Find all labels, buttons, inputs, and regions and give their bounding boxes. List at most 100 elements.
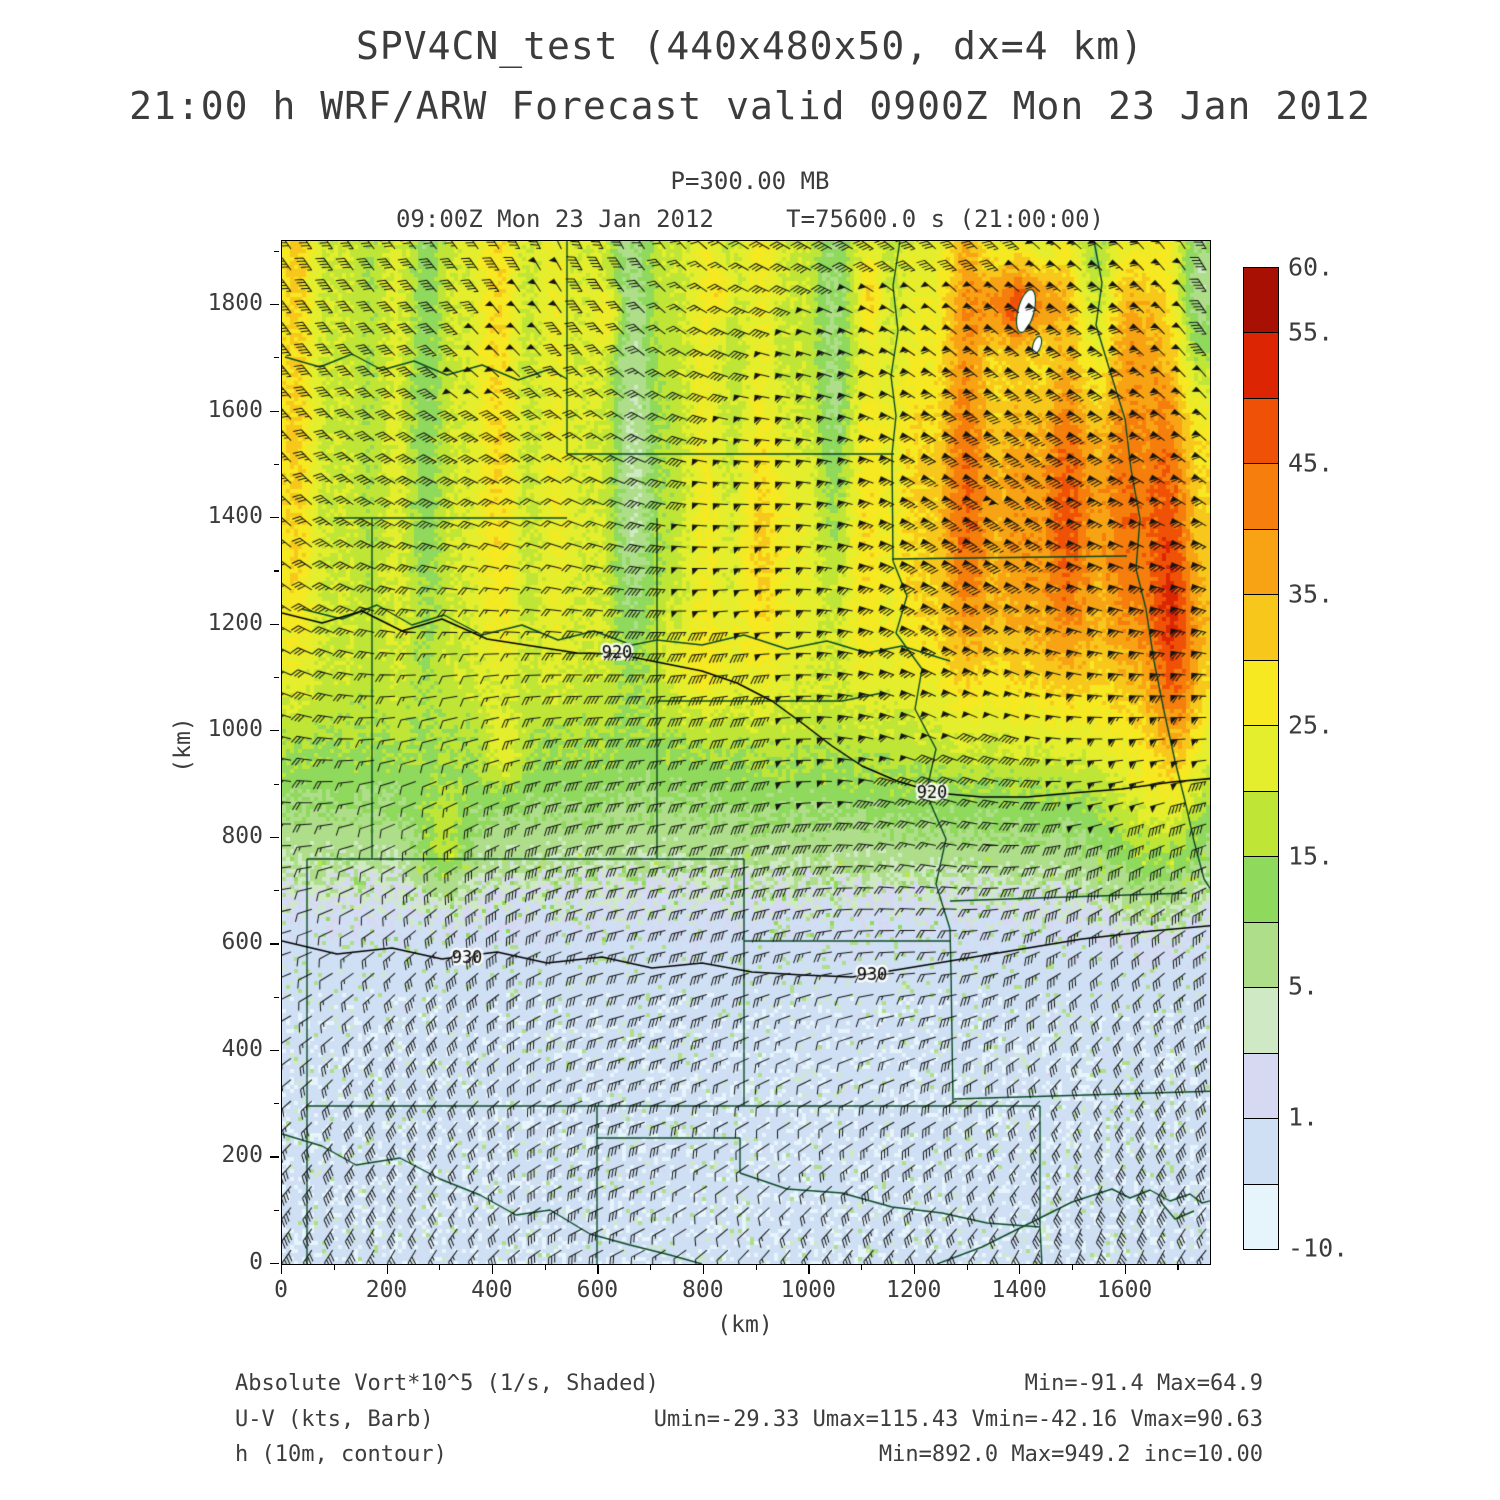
plot-title: SPV4CN_test (440x480x50, dx=4 km) [356, 24, 1144, 68]
legend: Absolute Vort*10^5 (1/s, Shaded) Min=-91… [235, 1366, 1263, 1473]
y-axis-tick [274, 1103, 279, 1105]
colorbar-tick-label: 5. [1288, 971, 1319, 1001]
x-tick-label: 0 [274, 1277, 288, 1303]
y-tick-label: 200 [221, 1142, 263, 1169]
y-axis-tick [270, 730, 279, 732]
colorbar-segment [1244, 332, 1278, 398]
x-axis-title: (km) [717, 1312, 773, 1338]
x-axis-tick [755, 1265, 757, 1270]
x-axis-tick [333, 1265, 335, 1270]
y-tick-label: 1400 [207, 503, 263, 530]
colorbar-tick-label: 35. [1288, 579, 1334, 609]
map-canvas [282, 241, 1210, 1264]
x-axis-tick [808, 1265, 810, 1274]
x-tick-label: 400 [471, 1277, 513, 1303]
y-axis-tick [274, 996, 279, 998]
y-axis-tick [274, 570, 279, 572]
x-axis-tick [1071, 1265, 1074, 1270]
x-axis-tick [702, 1265, 705, 1274]
colorbar-segment [1244, 1118, 1278, 1184]
x-tick-label: 1000 [780, 1277, 836, 1303]
colorbar-tick-label: 15. [1288, 841, 1334, 871]
legend-row-shaded: Absolute Vort*10^5 (1/s, Shaded) Min=-91… [235, 1366, 1263, 1402]
colorbar-tick-label: -10. [1288, 1233, 1349, 1263]
y-axis-tick [274, 250, 279, 252]
x-tick-label: 600 [576, 1277, 619, 1303]
y-axis-tick [270, 410, 279, 412]
colorbar-segment [1244, 1052, 1278, 1119]
colorbar-tick-label: 25. [1288, 710, 1334, 740]
x-tick-label: 1200 [885, 1277, 942, 1303]
y-tick-label: 0 [249, 1249, 263, 1275]
legend-row-wind: U-V (kts, Barb) Umin=-29.33 Umax=115.43 … [235, 1402, 1263, 1438]
x-axis-tick [281, 1265, 283, 1274]
y-axis-tick [274, 890, 279, 892]
x-axis-tick [650, 1265, 652, 1270]
y-tick-label: 1800 [207, 289, 263, 316]
y-tick-label: 600 [221, 929, 263, 956]
x-axis-tick [861, 1265, 863, 1270]
y-axis-tick [270, 1049, 279, 1052]
map-plot-area [281, 240, 1211, 1265]
colorbar-segment [1244, 921, 1278, 988]
y-axis-tick [270, 1263, 279, 1265]
y-axis-tick [274, 676, 279, 679]
x-tick-label: 1400 [991, 1277, 1047, 1303]
colorbar-segment [1244, 987, 1278, 1053]
colorbar-segment [1244, 594, 1278, 660]
pressure-level-label: P=300.00 MB [670, 167, 830, 195]
valid-time-label: 09:00Z Mon 23 Jan 2012 T=75600.0 s (21:0… [395, 205, 1104, 233]
colorbar-segment [1244, 856, 1278, 922]
y-tick-label: 800 [221, 822, 263, 849]
x-tick-label: 200 [365, 1277, 408, 1303]
y-tick-label: 1200 [207, 609, 263, 636]
x-axis-tick [386, 1265, 388, 1274]
y-tick-label: 1600 [207, 396, 263, 423]
y-tick-label: 1000 [207, 716, 263, 743]
y-axis-tick [274, 1209, 279, 1211]
x-tick-label: 800 [682, 1277, 724, 1303]
x-axis-tick [1177, 1265, 1179, 1270]
y-axis-tick [274, 463, 279, 466]
x-axis-tick [597, 1265, 599, 1274]
x-axis-tick [1124, 1265, 1126, 1274]
y-axis-tick [270, 517, 279, 519]
y-tick-label: 400 [221, 1035, 263, 1062]
plot-subtitle: 21:00 h WRF/ARW Forecast valid 0900Z Mon… [129, 84, 1371, 128]
colorbar-segment [1244, 463, 1278, 529]
y-axis-tick [270, 1156, 279, 1158]
colorbar-tick-label: 55. [1288, 317, 1334, 347]
x-axis-tick [966, 1265, 968, 1270]
y-axis-tick [274, 783, 279, 785]
y-axis-tick [274, 357, 279, 359]
colorbar-tick-label: 60. [1288, 252, 1334, 282]
colorbar-segment [1244, 268, 1278, 333]
x-axis-tick [1019, 1265, 1021, 1274]
legend-shaded-field-label: Absolute Vort*10^5 (1/s, Shaded) [235, 1371, 659, 1396]
legend-wind-field-label: U-V (kts, Barb) [235, 1406, 434, 1432]
colorbar [1243, 267, 1279, 1250]
x-axis-tick [491, 1265, 494, 1274]
colorbar-tick-label: 45. [1288, 448, 1334, 478]
colorbar-segment [1244, 1183, 1278, 1250]
legend-height-field-label: h (10m, contour) [235, 1442, 447, 1467]
legend-row-height: h (10m, contour) Min=892.0 Max=949.2 inc… [235, 1437, 1263, 1473]
colorbar-tick-label: 1. [1288, 1102, 1319, 1132]
colorbar-segment [1244, 790, 1278, 857]
y-axis-tick [270, 303, 279, 306]
legend-height-stats: Min=892.0 Max=949.2 inc=10.00 [878, 1442, 1263, 1467]
legend-shaded-stats: Min=-91.4 Max=64.9 [1024, 1371, 1263, 1396]
y-axis-tick [270, 623, 279, 625]
y-axis-tick [270, 943, 279, 945]
x-axis-tick [544, 1265, 546, 1270]
colorbar-segment [1244, 397, 1278, 464]
x-tick-label: 1600 [1096, 1277, 1153, 1303]
colorbar-segment [1244, 659, 1278, 726]
colorbar-segment [1244, 725, 1278, 791]
legend-wind-stats: Umin=-29.33 Umax=115.43 Vmin=-42.16 Vmax… [653, 1406, 1263, 1432]
x-axis-tick [913, 1265, 915, 1274]
x-axis-tick [439, 1265, 441, 1270]
colorbar-segment [1244, 528, 1278, 595]
y-axis-tick [270, 836, 279, 839]
